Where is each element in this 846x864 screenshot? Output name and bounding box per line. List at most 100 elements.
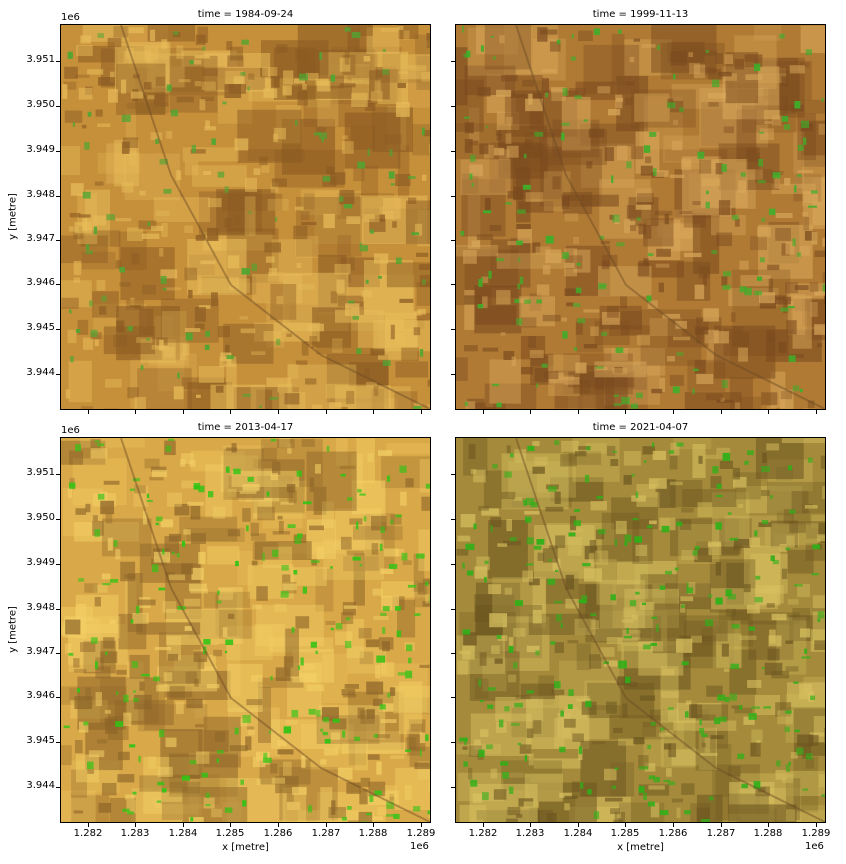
- field-parcel: [546, 812, 557, 822]
- vegetation-field: [376, 655, 386, 663]
- vegetation-field: [701, 733, 708, 737]
- field-parcel: [278, 520, 284, 534]
- field-parcel: [656, 248, 671, 257]
- vegetation-field: [396, 630, 402, 638]
- field-parcel: [265, 256, 275, 263]
- vegetation-field: [785, 710, 792, 714]
- field-parcel: [343, 605, 357, 609]
- field-parcel: [427, 379, 430, 387]
- vegetation-field: [582, 563, 591, 567]
- field-parcel: [606, 637, 623, 644]
- field-parcel: [368, 816, 384, 821]
- vegetation-field: [226, 355, 234, 360]
- field-parcel: [696, 807, 710, 822]
- field-parcel: [190, 505, 201, 520]
- field-parcel: [375, 734, 390, 739]
- vegetation-field: [357, 489, 362, 493]
- x-tick-mark: [816, 823, 817, 827]
- field-parcel: [191, 533, 206, 544]
- field-patch: [813, 716, 825, 742]
- x-tick-label: 1.287: [311, 828, 341, 839]
- field-parcel: [496, 133, 502, 141]
- field-parcel: [716, 399, 734, 403]
- vegetation-field: [464, 401, 468, 407]
- vegetation-field: [85, 244, 90, 251]
- vegetation-field: [389, 148, 393, 157]
- field-patch: [398, 681, 423, 735]
- vegetation-field: [373, 733, 378, 738]
- field-parcel: [287, 801, 301, 811]
- field-parcel: [213, 649, 223, 657]
- field-patch: [80, 438, 145, 448]
- vegetation-field: [577, 318, 586, 324]
- vegetation-field: [247, 86, 250, 91]
- field-parcel: [804, 504, 818, 509]
- field-parcel: [294, 78, 306, 84]
- field-parcel: [93, 584, 108, 593]
- field-patch: [300, 189, 341, 216]
- vegetation-field: [308, 708, 316, 715]
- field-parcel: [121, 141, 130, 154]
- vegetation-field: [414, 613, 421, 617]
- field-parcel: [325, 620, 336, 625]
- field-patch: [749, 235, 768, 251]
- field-parcel: [571, 781, 580, 792]
- field-parcel: [480, 729, 489, 737]
- field-parcel: [560, 454, 577, 467]
- field-parcel: [649, 520, 657, 525]
- vegetation-field: [116, 691, 119, 696]
- vegetation-field: [419, 348, 424, 357]
- x-tick-label: 1.289: [801, 828, 831, 839]
- vegetation-field: [668, 450, 675, 454]
- vegetation-field: [211, 138, 216, 145]
- field-patch: [418, 529, 430, 572]
- field-patch: [673, 438, 712, 450]
- field-parcel: [555, 535, 566, 549]
- field-parcel: [351, 92, 368, 108]
- field-parcel: [81, 124, 87, 129]
- field-parcel: [384, 785, 397, 798]
- field-parcel: [544, 371, 559, 379]
- field-parcel: [133, 485, 146, 494]
- field-parcel: [782, 778, 794, 783]
- vegetation-field: [106, 214, 115, 221]
- field-parcel: [123, 137, 139, 148]
- field-parcel: [554, 642, 564, 654]
- field-parcel: [228, 613, 235, 619]
- field-parcel: [706, 685, 723, 697]
- field-patch: [348, 362, 389, 409]
- field-parcel: [415, 223, 423, 236]
- vegetation-field: [554, 600, 563, 604]
- vegetation-field: [738, 705, 743, 710]
- field-patch: [786, 770, 825, 796]
- field-parcel: [554, 491, 561, 505]
- field-patch: [357, 312, 418, 348]
- vegetation-field: [761, 465, 770, 473]
- field-parcel: [768, 278, 773, 293]
- vegetation-field: [140, 365, 144, 371]
- y-tick-mark: [451, 284, 455, 285]
- field-parcel: [287, 364, 299, 379]
- field-parcel: [224, 218, 232, 228]
- vegetation-field: [335, 623, 343, 630]
- field-parcel: [198, 551, 206, 565]
- field-parcel: [635, 188, 653, 203]
- field-parcel: [180, 453, 194, 464]
- vegetation-field: [357, 161, 366, 169]
- field-parcel: [561, 317, 568, 322]
- field-parcel: [462, 746, 468, 750]
- y-tick-label: 3.947: [26, 233, 55, 244]
- field-parcel: [301, 341, 309, 356]
- x-tick-mark: [578, 410, 579, 414]
- vegetation-field: [721, 380, 728, 388]
- vegetation-field: [524, 755, 528, 762]
- vegetation-field: [574, 509, 580, 512]
- field-parcel: [339, 57, 351, 72]
- field-parcel: [118, 751, 130, 761]
- field-patch: [167, 670, 231, 701]
- field-parcel: [201, 81, 216, 91]
- field-parcel: [194, 678, 199, 687]
- field-patch: [664, 149, 728, 162]
- vegetation-field: [573, 347, 578, 351]
- field-parcel: [800, 246, 811, 256]
